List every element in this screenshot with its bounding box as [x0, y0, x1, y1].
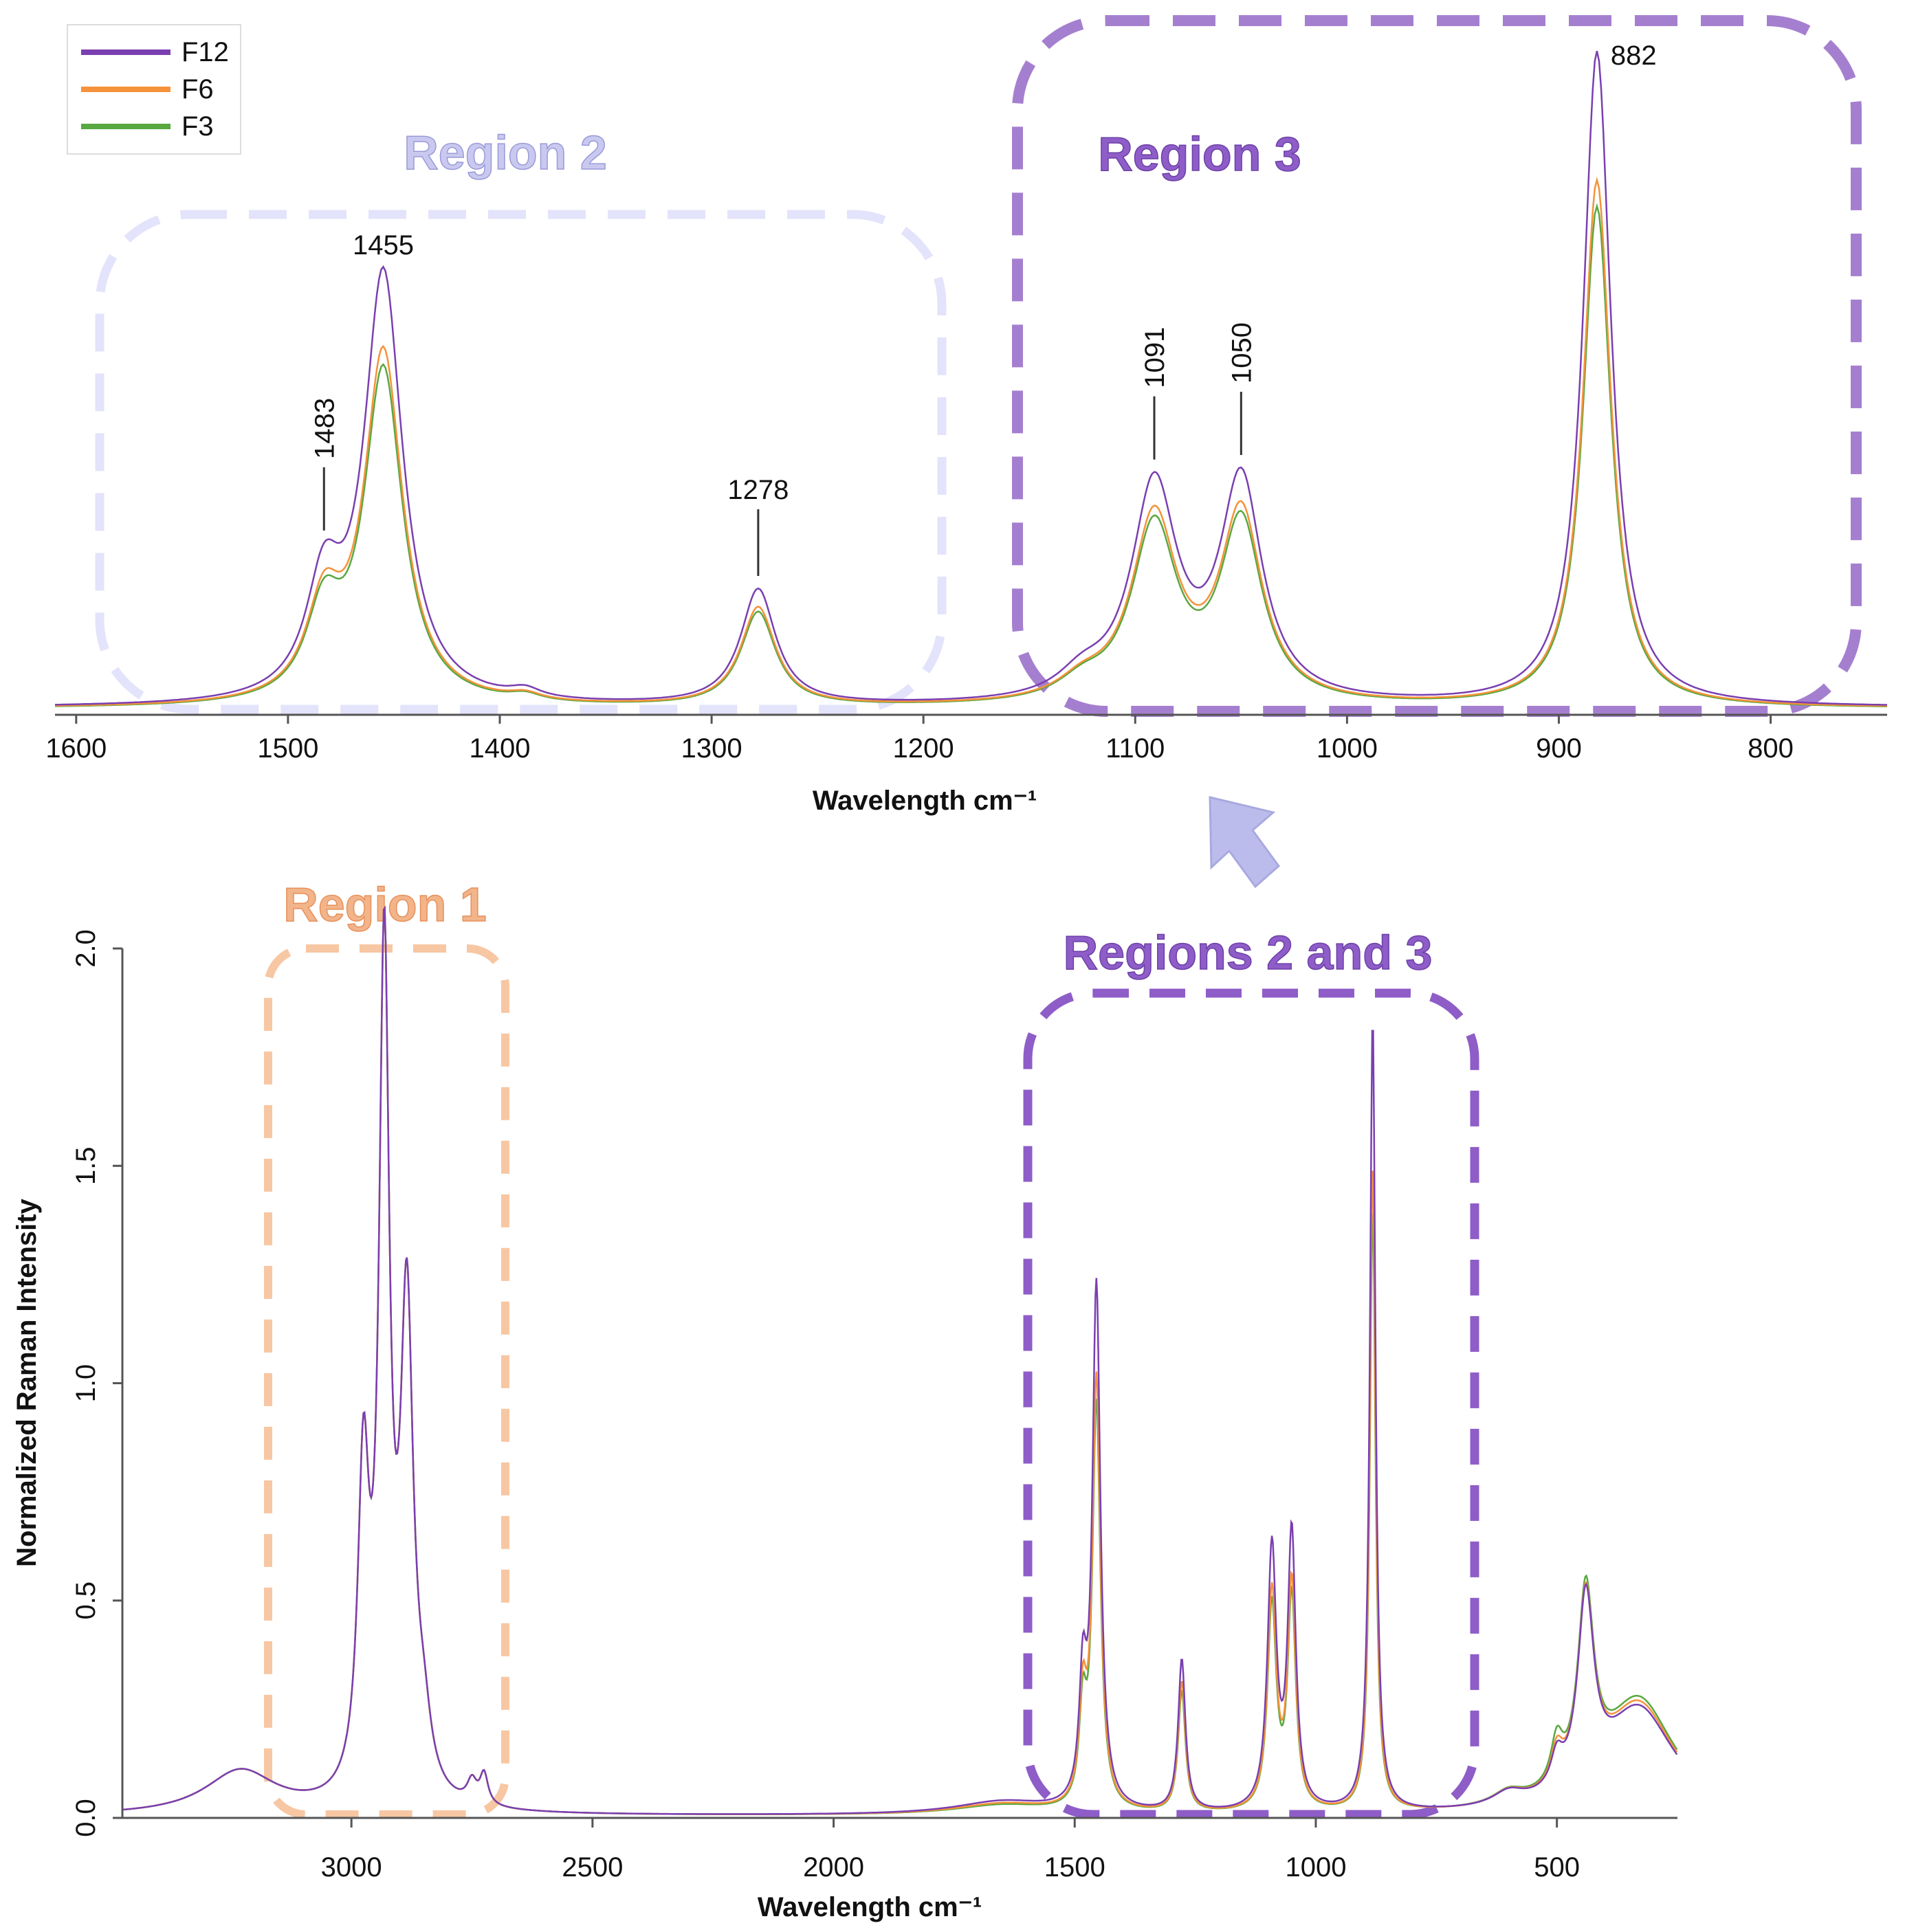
full-x-tick-label: 1000 — [1285, 1852, 1346, 1883]
up-arrow — [1209, 796, 1281, 889]
zoom-peak-label-group: 1483 1455 1278 1091 1050 882 — [309, 41, 1657, 577]
zoom-peak-label-1483: 1483 — [309, 398, 340, 459]
full-chart: Region 1 Regions 2 and 3 3000 2500 2000 150… — [12, 877, 1678, 1922]
zoom-series-group — [54, 50, 1888, 708]
full-series-line-f12 — [122, 905, 1678, 1815]
legend-label-f6: F6 — [181, 74, 214, 104]
full-y-tick-label: 1.5 — [71, 1146, 101, 1185]
zoom-x-tick-label: 1600 — [45, 733, 107, 764]
regions23-label: Regions 2 and 3 — [1064, 926, 1433, 979]
zoom-peak-label-1278: 1278 — [727, 475, 789, 505]
full-series-line-f6 — [122, 905, 1678, 1815]
full-y-tick-label: 1.0 — [71, 1364, 101, 1403]
full-y-tick-label: 2.0 — [71, 929, 101, 968]
zoom-x-tick-label: 800 — [1748, 733, 1794, 764]
zoom-x-tick-label: 1100 — [1105, 733, 1165, 764]
full-x-axis-title: Wavelength cm⁻¹ — [758, 1892, 982, 1922]
zoom-x-tick-label: 1200 — [893, 733, 954, 764]
zoom-peak-label-1455: 1455 — [353, 230, 414, 260]
full-x-tick-label: 2500 — [562, 1852, 623, 1883]
full-x-tick-label: 1500 — [1044, 1852, 1105, 1883]
zoom-x-tick-label: 900 — [1536, 733, 1582, 764]
zoom-x-axis-title: Wavelength cm⁻¹ — [813, 786, 1037, 816]
region1-box — [264, 944, 509, 1819]
zoom-peak-label-1091: 1091 — [1140, 327, 1170, 388]
zoom-series-line-f6 — [55, 177, 1887, 707]
full-y-axis-title: Normalized Raman Intensity — [12, 1198, 42, 1566]
region3-box — [1012, 15, 1862, 717]
regions23-box — [1023, 988, 1479, 1819]
zoom-x-tick-label: 1400 — [470, 733, 531, 764]
zoom-tick-group: 1600 1500 1400 1300 1200 1100 1000 900 800 — [45, 715, 1794, 764]
full-tick-group: 3000 2500 2000 1500 1000 500 0.0 0.5 1.0 1.5 2.0 — [71, 929, 1580, 1883]
zoom-x-tick-label: 1500 — [257, 733, 318, 764]
zoom-x-tick-label: 1300 — [681, 733, 742, 764]
full-series-line-f3 — [122, 905, 1678, 1815]
full-y-tick-label: 0.5 — [71, 1581, 101, 1620]
full-x-tick-label: 500 — [1534, 1852, 1580, 1883]
zoom-peak-label-882: 882 — [1611, 41, 1657, 71]
zoom-peak-label-1050: 1050 — [1226, 322, 1257, 384]
full-series-group — [122, 905, 1678, 1815]
full-x-tick-label: 3000 — [321, 1852, 382, 1883]
legend: F12 F6 F3 — [67, 24, 241, 155]
zoom-x-tick-label: 1000 — [1317, 733, 1378, 764]
legend-label-f12: F12 — [181, 37, 229, 67]
region2-box — [95, 210, 947, 714]
region3-label: Region 3 — [1098, 127, 1301, 181]
legend-label-f3: F3 — [181, 111, 214, 142]
full-x-tick-label: 2000 — [803, 1852, 864, 1883]
zoom-series-line-f12 — [54, 50, 1888, 706]
region2-label: Region 2 — [404, 126, 607, 179]
full-y-tick-label: 0.0 — [71, 1799, 101, 1837]
zoom-chart: Region 2 Region 3 1600 1500 1400 1300 1200 11… — [45, 15, 1888, 816]
up-arrow-shape — [1209, 796, 1281, 889]
